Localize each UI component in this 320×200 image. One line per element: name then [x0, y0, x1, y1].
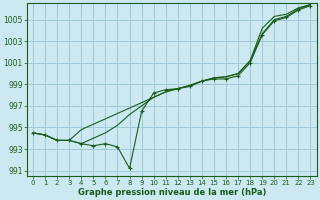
X-axis label: Graphe pression niveau de la mer (hPa): Graphe pression niveau de la mer (hPa): [77, 188, 266, 197]
